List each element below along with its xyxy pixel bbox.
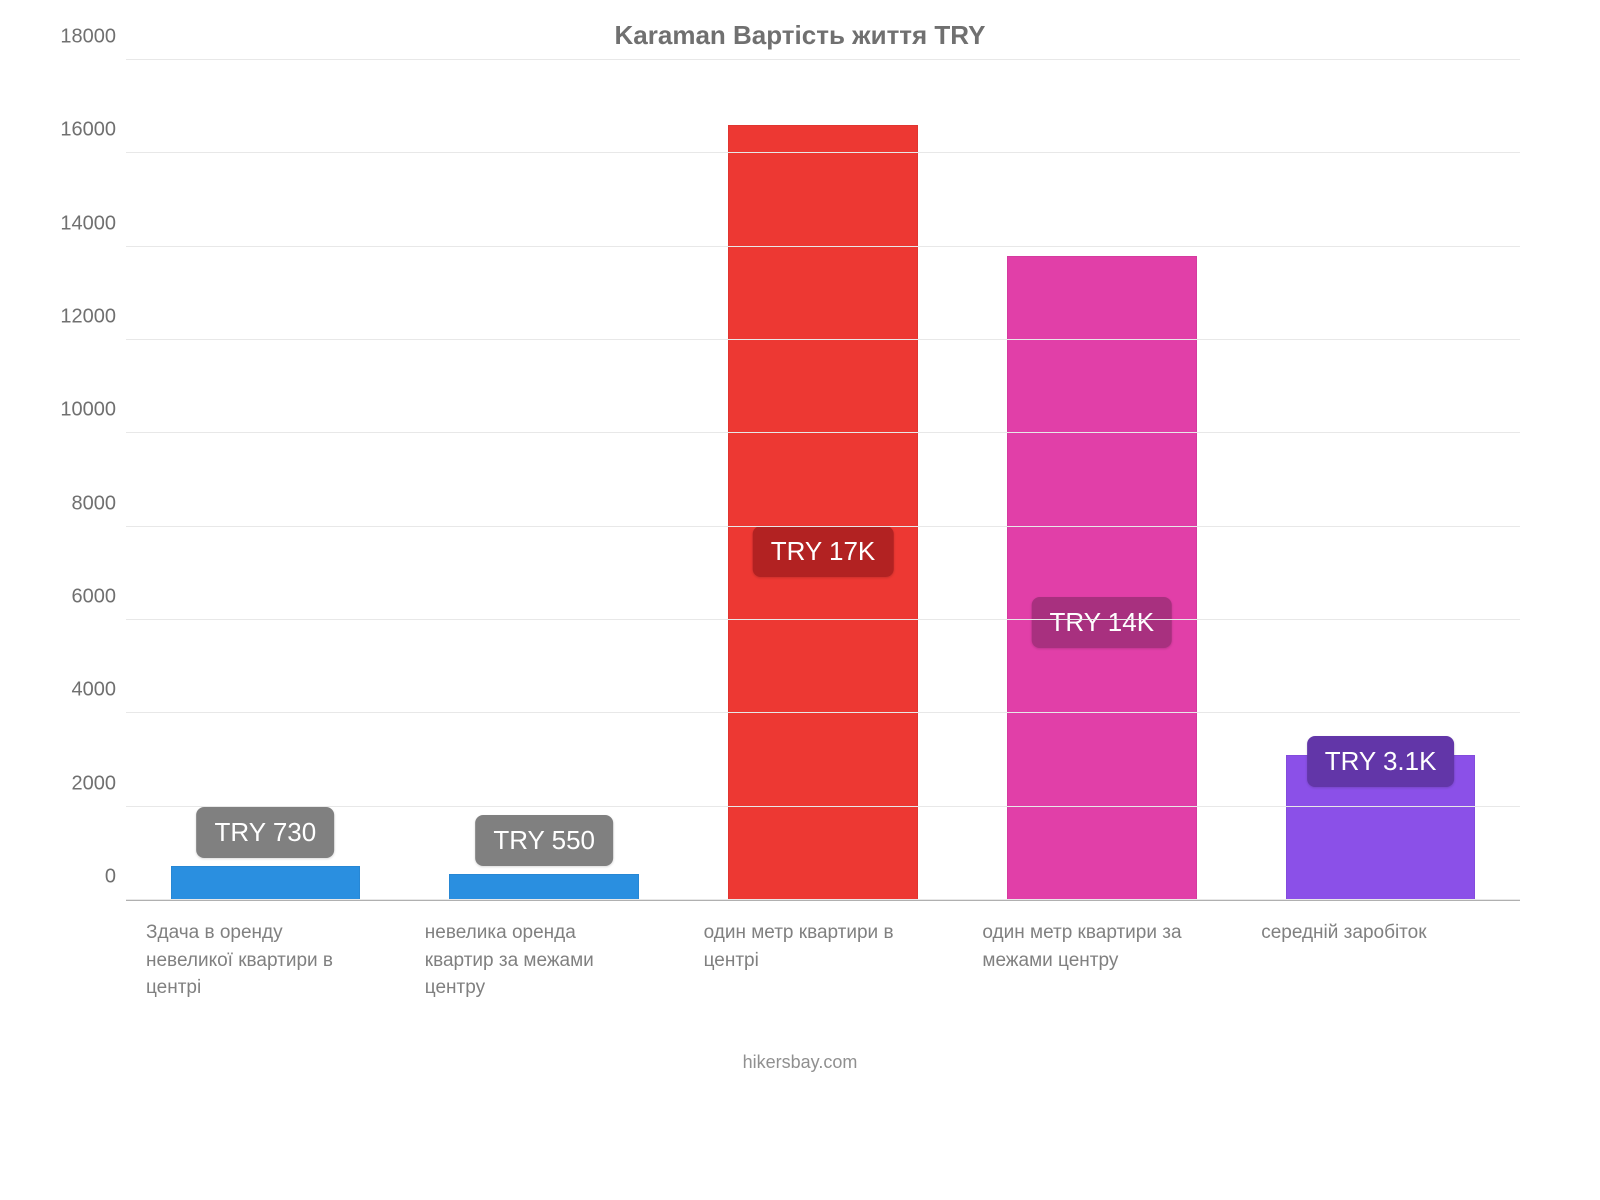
bar-slot: TRY 730: [126, 61, 405, 900]
x-axis-label: середній заробіток: [1261, 919, 1481, 947]
gridline: [126, 432, 1520, 433]
x-axis-label: один метр квартири за межами центру: [982, 919, 1202, 974]
chart-container: Karaman Вартість життя TRY TRY 730 TRY 55…: [0, 0, 1600, 1200]
x-label-slot: невелика оренда квартир за межами центру: [405, 919, 684, 1002]
gridline: [126, 899, 1520, 900]
bar: TRY 3.1K: [1286, 755, 1476, 900]
y-tick-label: 4000: [40, 679, 116, 702]
x-axis-label: один метр квартири в центрі: [704, 919, 924, 974]
x-label-slot: один метр квартири за межами центру: [962, 919, 1241, 1002]
bar-slot: TRY 550: [405, 61, 684, 900]
gridline: [126, 526, 1520, 527]
gridline: [126, 339, 1520, 340]
y-tick-label: 10000: [40, 399, 116, 422]
x-label-slot: Здача в оренду невеликої квартири в цент…: [126, 919, 405, 1002]
y-tick-label: 6000: [40, 586, 116, 609]
gridline: [126, 152, 1520, 153]
value-badge: TRY 17K: [753, 526, 894, 577]
gridline: [126, 246, 1520, 247]
chart-title: Karaman Вартість життя TRY: [40, 20, 1560, 51]
bar: TRY 550: [449, 874, 639, 900]
bar-slot: TRY 17K: [684, 61, 963, 900]
x-axis-label: Здача в оренду невеликої квартири в цент…: [146, 919, 366, 1002]
value-badge: TRY 14K: [1032, 597, 1173, 648]
x-label-slot: середній заробіток: [1241, 919, 1520, 1002]
bar-slot: TRY 14K: [962, 61, 1241, 900]
plot-area: TRY 730TRY 550TRY 17KTRY 14KTRY 3.1K 020…: [126, 61, 1520, 901]
value-badge: TRY 3.1K: [1307, 736, 1455, 787]
value-badge: TRY 730: [197, 807, 335, 858]
gridline: [126, 619, 1520, 620]
y-tick-label: 16000: [40, 119, 116, 142]
y-tick-label: 2000: [40, 772, 116, 795]
x-axis-labels: Здача в оренду невеликої квартири в цент…: [126, 919, 1520, 1002]
y-tick-label: 18000: [40, 26, 116, 49]
gridline: [126, 59, 1520, 60]
bar-slot: TRY 3.1K: [1241, 61, 1520, 900]
bar: TRY 14K: [1007, 256, 1197, 900]
bar: TRY 17K: [728, 125, 918, 900]
y-tick-label: 0: [40, 866, 116, 889]
y-tick-label: 8000: [40, 492, 116, 515]
x-label-slot: один метр квартири в центрі: [684, 919, 963, 1002]
y-tick-label: 12000: [40, 306, 116, 329]
value-badge: TRY 550: [475, 815, 613, 866]
gridline: [126, 712, 1520, 713]
y-tick-label: 14000: [40, 212, 116, 235]
bar: TRY 730: [171, 866, 361, 900]
bars-wrap: TRY 730 TRY 550 TRY 17K TRY 14K TRY 3.1K: [126, 61, 1520, 900]
chart-footer: hikersbay.com: [40, 1052, 1560, 1073]
x-axis-label: невелика оренда квартир за межами центру: [425, 919, 645, 1002]
gridline: [126, 806, 1520, 807]
